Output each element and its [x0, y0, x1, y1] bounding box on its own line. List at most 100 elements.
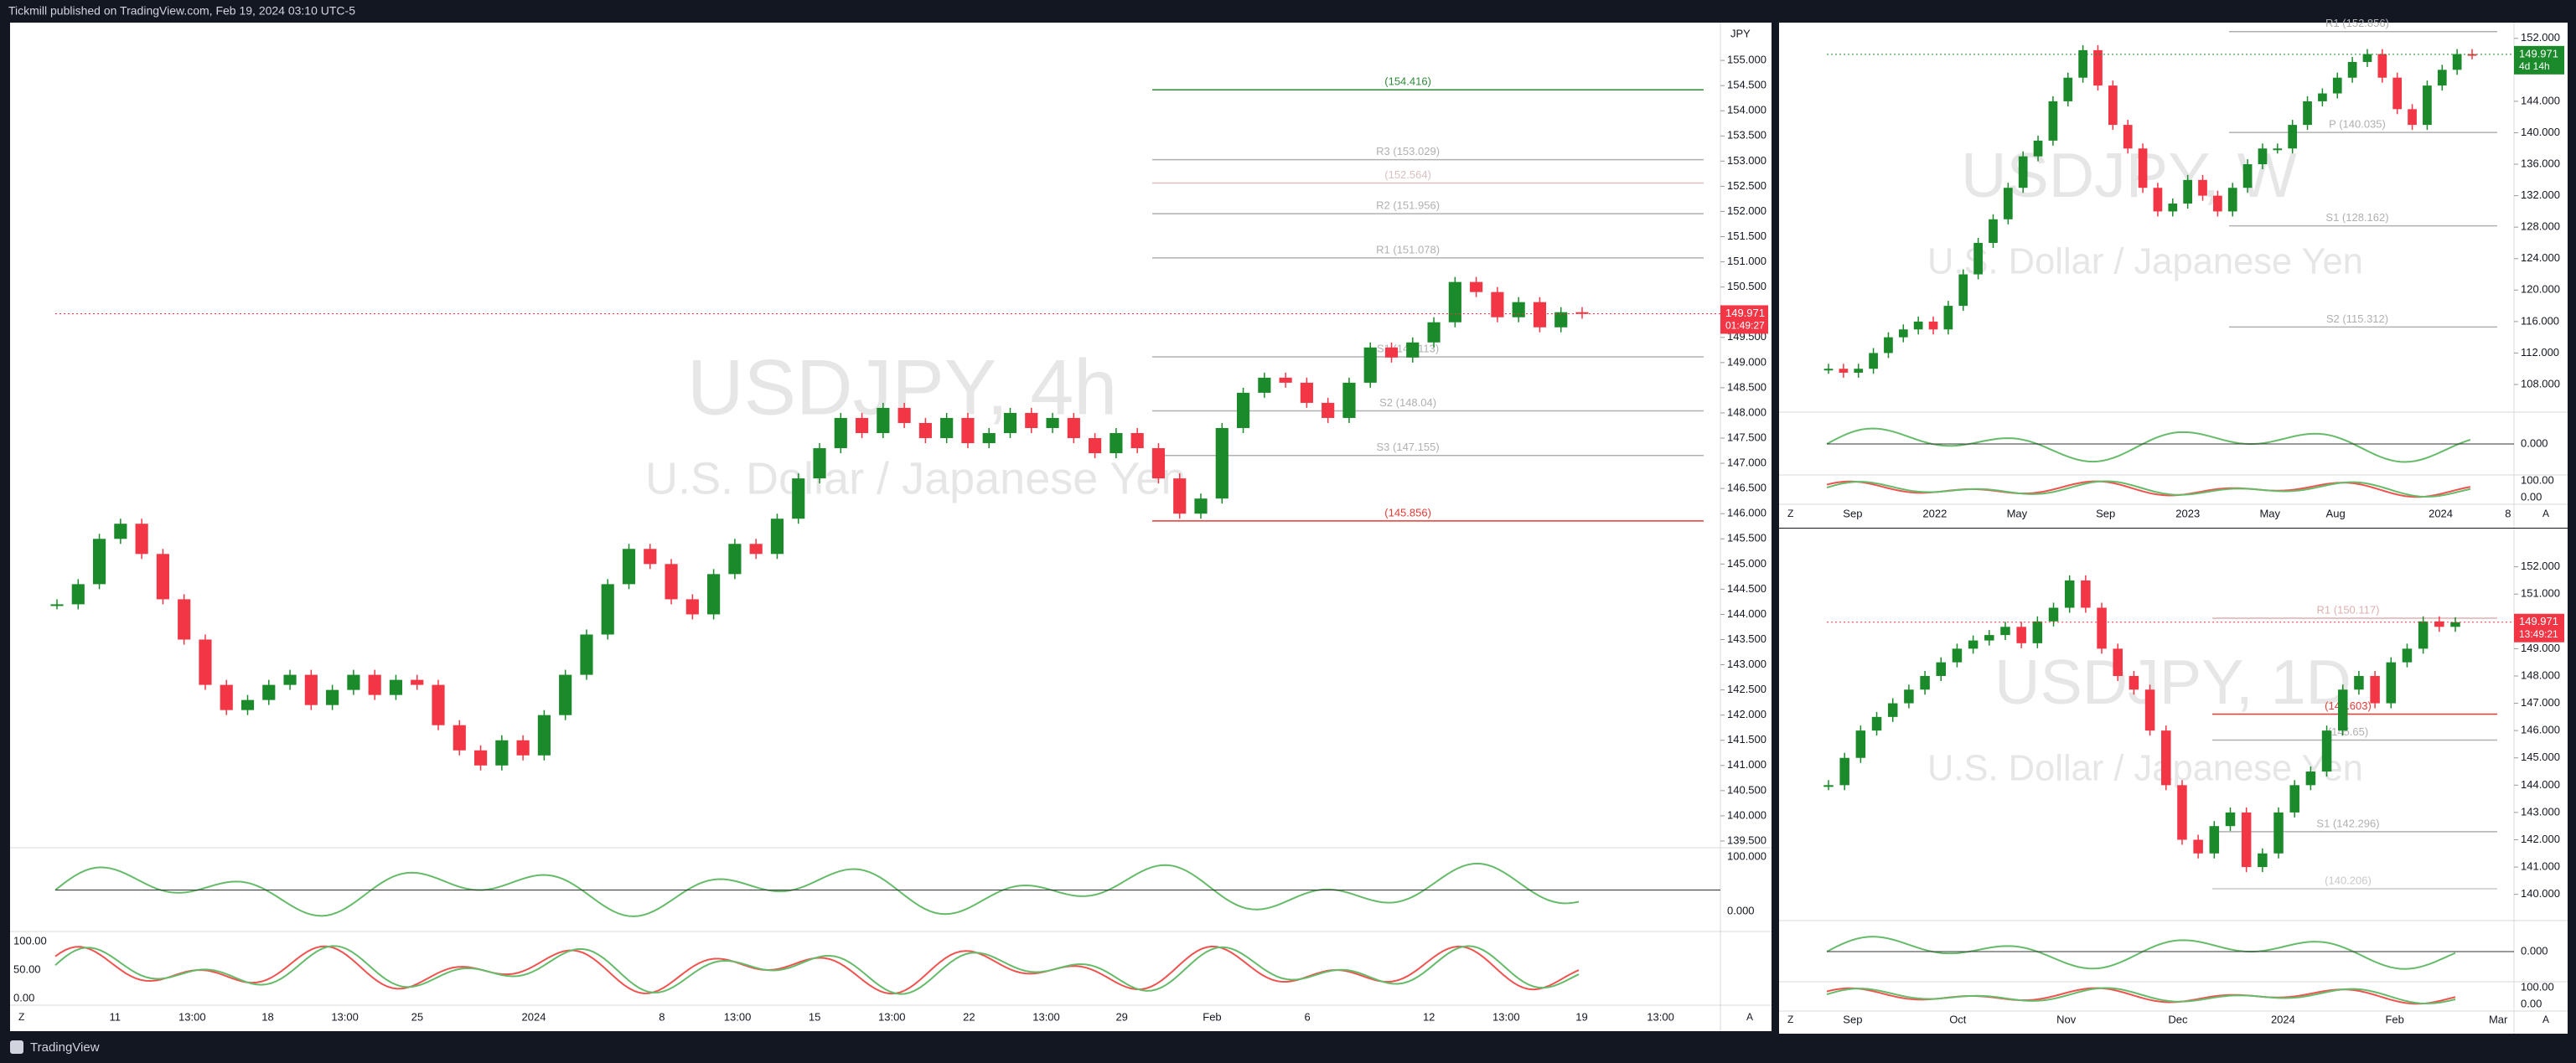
- oscillator-label: 0.000: [2521, 944, 2548, 957]
- stochastic-label: 0.00: [2521, 490, 2542, 503]
- candle: [2168, 204, 2178, 212]
- candle: [2129, 675, 2139, 690]
- candle: [1258, 377, 1271, 393]
- candle: [2347, 61, 2357, 78]
- chart-pane: [1779, 529, 2568, 1034]
- candle: [2177, 785, 2187, 840]
- y-tick-label: 140.000: [2521, 887, 2560, 900]
- pivot-label: R3 (153.029): [1376, 145, 1440, 157]
- candle: [2408, 109, 2417, 126]
- candle: [2097, 607, 2107, 649]
- scale-button[interactable]: Z: [1787, 1014, 1793, 1025]
- y-tick-label: 147.000: [2521, 696, 2560, 709]
- candle: [1384, 347, 1399, 358]
- candle: [1973, 242, 1983, 275]
- pivot-label: (140.206): [2325, 874, 2372, 886]
- y-tick-label: 112.000: [2521, 346, 2559, 359]
- y-tick-label: 151.000: [2521, 587, 2560, 600]
- auto-button[interactable]: A: [1746, 1011, 1753, 1023]
- description-watermark: U.S. Dollar / Japanese Yen: [645, 453, 1186, 503]
- candle: [2078, 49, 2087, 78]
- y-tick-label: 120.000: [2521, 283, 2560, 296]
- candle: [220, 684, 233, 710]
- candle: [1898, 329, 1908, 338]
- y-tick-label: 146.500: [1727, 482, 1766, 494]
- y-tick-label: 141.000: [1727, 758, 1766, 771]
- candle: [1427, 322, 1441, 343]
- candle: [982, 432, 996, 444]
- candle: [2258, 853, 2268, 868]
- countdown-label: 01:49:27: [1725, 320, 1765, 332]
- candle: [2273, 148, 2283, 151]
- candle: [2423, 85, 2432, 126]
- candle: [2018, 156, 2028, 188]
- y-tick-label: 139.500: [1727, 833, 1766, 846]
- y-tick-label: 152.500: [1727, 179, 1766, 192]
- candle: [1025, 412, 1038, 428]
- candle: [601, 584, 614, 635]
- auto-button[interactable]: A: [2542, 508, 2549, 519]
- y-tick-label: 145.500: [1727, 532, 1766, 544]
- x-tick-label: 13:00: [178, 1010, 206, 1023]
- candle: [2467, 54, 2477, 56]
- candle: [1194, 498, 1208, 514]
- pivot-label: R1 (151.078): [1376, 243, 1440, 255]
- candle: [897, 407, 911, 423]
- candle: [1904, 689, 1914, 704]
- stochastic-label: 0.00: [13, 991, 34, 1004]
- candle: [877, 407, 890, 433]
- candle: [1887, 703, 1898, 717]
- oscillator-label: 0.000: [1727, 904, 1755, 916]
- y-tick-label: 149.000: [1727, 355, 1766, 368]
- candle: [1342, 382, 1356, 418]
- chart-pane: [10, 23, 1772, 1031]
- candle: [50, 604, 64, 606]
- brand[interactable]: TradingView: [30, 1040, 100, 1055]
- scale-button[interactable]: Z: [18, 1011, 24, 1023]
- candle: [473, 750, 488, 766]
- candle: [1470, 281, 1483, 292]
- candle: [1855, 730, 1866, 758]
- candle: [855, 417, 869, 433]
- x-tick-label: Feb: [1203, 1010, 1221, 1023]
- candle: [2048, 101, 2058, 141]
- candle: [834, 417, 847, 449]
- candle: [1151, 448, 1166, 479]
- x-tick-label: 11: [109, 1010, 121, 1023]
- y-tick-label: 143.000: [1727, 658, 1766, 670]
- candle: [241, 699, 255, 710]
- x-tick-label: 8: [659, 1010, 665, 1023]
- candle: [2138, 148, 2148, 188]
- y-tick-label: 153.000: [1727, 154, 1766, 167]
- pivot-label: S1 (142.296): [2316, 817, 2379, 829]
- candle: [1823, 785, 1834, 787]
- candle: [2213, 195, 2222, 212]
- candle: [537, 715, 551, 756]
- pivot-label: (152.564): [1384, 168, 1431, 181]
- candle: [2003, 188, 2013, 219]
- y-tick-label: 153.500: [1727, 129, 1766, 142]
- candle: [262, 684, 276, 700]
- scale-button[interactable]: Z: [1787, 508, 1793, 519]
- candle: [1920, 675, 1930, 690]
- y-tick-label: 151.500: [1727, 230, 1766, 242]
- candle: [728, 544, 742, 575]
- y-tick-label: 148.000: [2521, 668, 2560, 681]
- candle: [580, 634, 593, 675]
- x-tick-label: 13:00: [331, 1010, 359, 1023]
- x-tick-label: 13:00: [1492, 1010, 1520, 1023]
- candle: [2108, 85, 2118, 126]
- candle: [2273, 812, 2284, 854]
- candle: [1854, 369, 1864, 373]
- x-tick-label: 2024: [522, 1010, 546, 1023]
- candle: [2434, 621, 2444, 627]
- candle: [1943, 306, 1953, 330]
- x-tick-label: 15: [809, 1010, 820, 1023]
- y-tick-label: 144.500: [1727, 582, 1766, 595]
- candle: [1554, 312, 1568, 328]
- auto-button[interactable]: A: [2542, 1014, 2549, 1025]
- x-tick-label: 6: [1305, 1010, 1311, 1023]
- pivot-label: R1 (150.117): [2317, 603, 2380, 616]
- oscillator-line: [54, 862, 1580, 917]
